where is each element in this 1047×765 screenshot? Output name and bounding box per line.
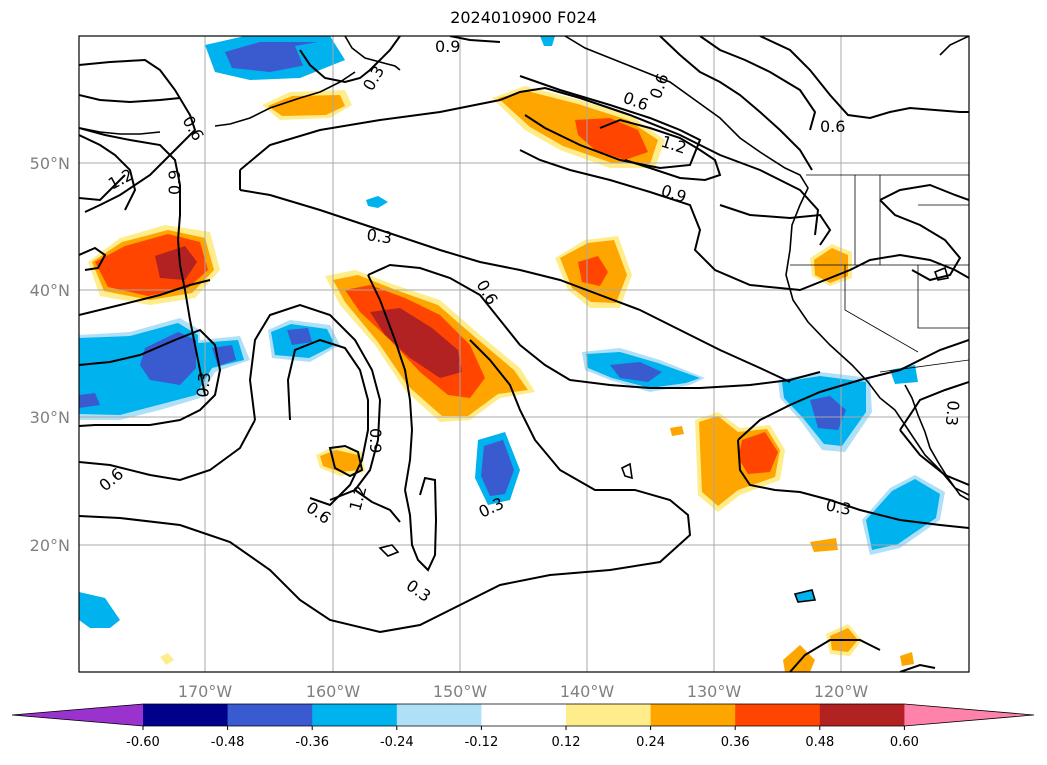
colorbar-tick-label: -0.60 <box>126 735 160 750</box>
map-title: 2024010900 F024 <box>450 8 597 27</box>
colorbar-segment <box>650 704 736 726</box>
contour-label: 0.6 <box>179 113 208 145</box>
positive-anomaly-area <box>370 308 462 378</box>
positive-anomaly-area <box>155 246 197 280</box>
colorbar-segment <box>227 704 313 726</box>
colorbar-segment <box>143 704 229 726</box>
negative-anomaly-area <box>481 440 514 496</box>
colorbar-tick-label: 0.36 <box>721 735 750 750</box>
colorbar-extend-min <box>12 704 143 726</box>
contour-label: 1.2 <box>346 484 371 514</box>
contour-label: 0.3 <box>193 371 214 398</box>
colorbar-segment <box>566 704 652 726</box>
negative-anomaly-area <box>540 36 555 46</box>
positive-anomaly-area <box>575 118 648 160</box>
positive-anomaly-area <box>738 432 778 474</box>
colorbar-segment <box>735 704 821 726</box>
lat-label: 40°N <box>30 281 70 300</box>
positive-anomaly-area <box>670 426 684 436</box>
colorbar-extend-max <box>904 704 1034 726</box>
gridlines <box>79 36 969 672</box>
negative-anomaly-area <box>866 479 940 550</box>
positive-anomaly-area <box>268 95 345 116</box>
colorbar-segment <box>312 704 398 726</box>
colorbar-segment <box>481 704 567 726</box>
contour-label: 0.6 <box>646 71 673 101</box>
positive-anomaly-area <box>900 652 914 666</box>
positive-anomaly-area <box>783 645 815 672</box>
colorbar-tick-label: -0.12 <box>465 735 499 750</box>
contour-label: 0.3 <box>365 225 393 247</box>
negative-anomaly-area <box>79 592 120 628</box>
colorbar-segment <box>396 704 482 726</box>
latitude-labels: 50°N 40°N 30°N 20°N <box>30 154 70 555</box>
negative-anomaly-area <box>79 393 100 408</box>
positive-anomaly-area <box>160 653 174 665</box>
contour-label: 0.3 <box>942 400 963 427</box>
lon-label: 170°W <box>178 682 233 701</box>
shaded-field <box>79 36 945 672</box>
colorbar-tick-label: -0.36 <box>295 735 329 750</box>
positive-anomaly-area <box>320 450 360 472</box>
contour-label: 1.2 <box>659 132 689 158</box>
negative-anomaly-area <box>610 362 662 382</box>
lat-label: 50°N <box>30 154 70 173</box>
positive-anomaly-area <box>578 256 608 286</box>
lon-label: 140°W <box>560 682 615 701</box>
contour-label: 0.9 <box>366 428 385 453</box>
lon-label: 160°W <box>306 682 361 701</box>
negative-anomaly-area <box>140 332 196 385</box>
contour-label: 0.6 <box>820 117 845 136</box>
map-frame <box>78 35 970 673</box>
colorbar-segment <box>819 704 905 726</box>
negative-anomaly-area <box>295 40 340 70</box>
contour-label: 0.3 <box>359 62 388 94</box>
negative-anomaly-area <box>366 196 388 208</box>
contour-label: 0.6 <box>473 277 502 309</box>
negative-anomaly-area <box>287 328 312 345</box>
colorbar-tick-label: 0.48 <box>805 735 834 750</box>
colorbar-tick-label: 0.12 <box>552 735 581 750</box>
contour-lines <box>79 36 969 672</box>
colorbar-tick-label: -0.24 <box>380 735 414 750</box>
contour-label: 0.9 <box>165 170 184 195</box>
lat-label: 30°N <box>30 408 70 427</box>
contour-label: 0.3 <box>403 576 435 606</box>
lon-label: 150°W <box>433 682 488 701</box>
contour-label: 0.6 <box>303 498 335 528</box>
colorbar: -0.60 -0.48 -0.36 -0.24 -0.12 0.12 0.24 0.36 0.4… <box>11 703 1035 750</box>
colorbar-tick-label: -0.48 <box>211 735 245 750</box>
political-borders <box>790 174 969 373</box>
negative-anomaly-area <box>810 396 846 430</box>
contour-label: 0.9 <box>435 37 460 56</box>
colorbar-tick-label: 0.60 <box>890 735 919 750</box>
lon-label: 130°W <box>687 682 742 701</box>
lon-label: 120°W <box>814 682 869 701</box>
lat-label: 20°N <box>30 536 70 555</box>
longitude-labels: 170°W 160°W 150°W 140°W 130°W 120°W <box>178 682 869 701</box>
colorbar-tick-label: 0.24 <box>636 735 665 750</box>
contour-label: 0.3 <box>824 495 853 519</box>
